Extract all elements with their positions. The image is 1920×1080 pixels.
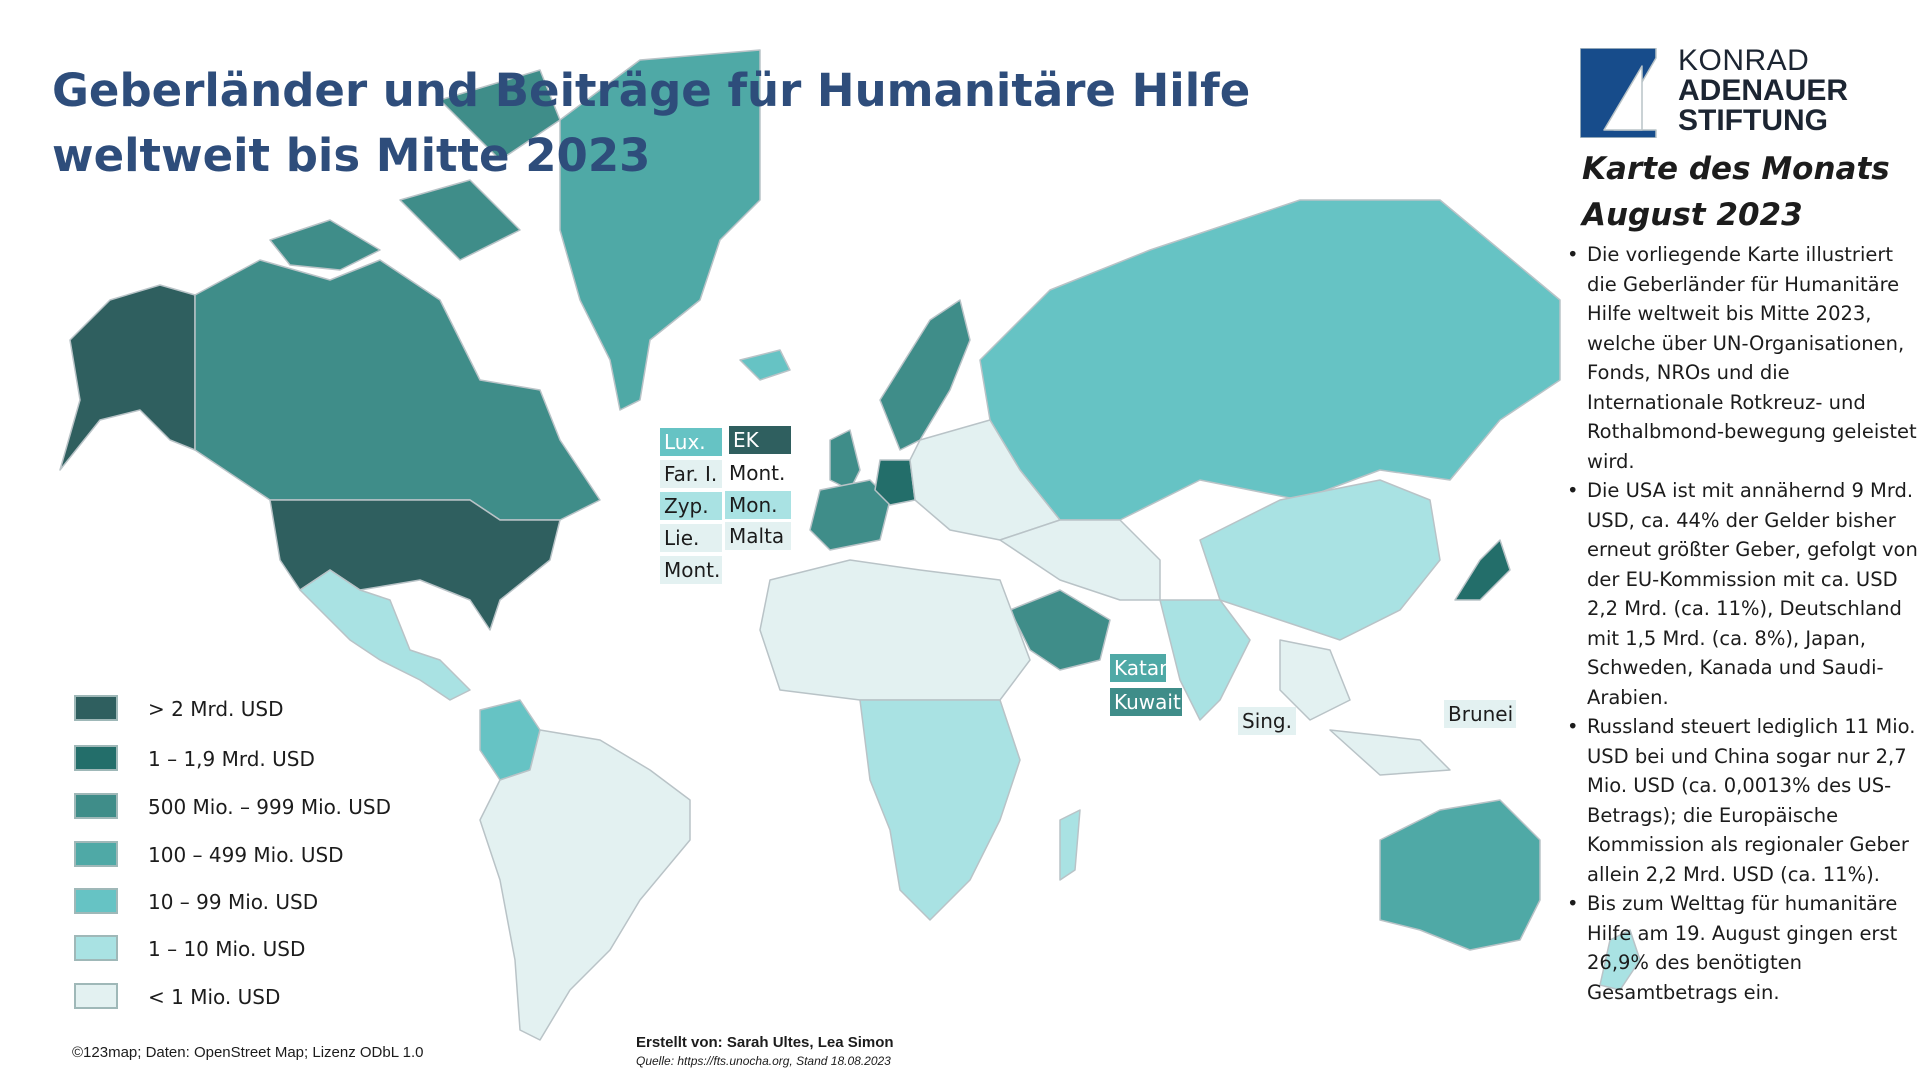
legend-label: 10 – 99 Mio. USD bbox=[148, 890, 319, 914]
small-state-label: Far. I. bbox=[660, 460, 722, 488]
region-west-europe bbox=[809, 479, 891, 551]
bullet-item: Die USA ist mit annähernd 9 Mrd. USD, ca… bbox=[1566, 476, 1920, 712]
series-line-2: August 2023 bbox=[1582, 197, 1803, 233]
legend-label: 1 – 10 Mio. USD bbox=[148, 937, 306, 961]
region-canada-islands bbox=[269, 69, 561, 271]
series-heading: Karte des Monats August 2023 bbox=[1582, 146, 1890, 238]
region-usa bbox=[269, 499, 561, 631]
region-australia bbox=[1379, 799, 1541, 951]
legend-swatch bbox=[74, 695, 118, 721]
region-mexico bbox=[299, 569, 471, 701]
region-middle-east bbox=[999, 519, 1161, 601]
region-saudi-arabia bbox=[1009, 589, 1111, 671]
legend-swatch bbox=[74, 888, 118, 914]
legend-swatch bbox=[74, 793, 118, 819]
small-state-label: Mont. bbox=[660, 556, 722, 584]
logo-text: KONRAD ADENAUER STIFTUNG bbox=[1678, 46, 1848, 136]
region-greenland bbox=[559, 49, 761, 411]
logo-line-2: ADENAUER bbox=[1678, 74, 1849, 107]
page-title: Geberländer und Beiträge für Humanitäre … bbox=[52, 58, 1250, 188]
region-southeast-asia bbox=[1279, 639, 1451, 776]
region-germany bbox=[874, 459, 916, 506]
region-scandinavia bbox=[879, 299, 971, 451]
small-state-label: Zyp. bbox=[660, 492, 722, 520]
legend-label: 1 – 1,9 Mrd. USD bbox=[148, 747, 315, 771]
region-south-america bbox=[479, 729, 691, 1041]
small-state-label: EK bbox=[729, 426, 791, 454]
author-credit: Erstellt von: Sarah Ultes, Lea Simon bbox=[636, 1034, 894, 1051]
info-bullets: Die vorliegende Karte illustriert die Ge… bbox=[1566, 240, 1920, 1007]
small-state-label: Mont. bbox=[725, 459, 793, 487]
region-madagascar bbox=[1059, 809, 1081, 881]
small-state-label: Malta bbox=[725, 522, 791, 550]
title-line-2: weltweit bis Mitte 2023 bbox=[52, 129, 651, 182]
region-africa-north bbox=[759, 559, 1031, 701]
logo-line-1: KONRAD bbox=[1678, 44, 1810, 77]
region-india bbox=[1159, 599, 1251, 721]
kas-logo-icon bbox=[1580, 48, 1657, 138]
bullet-item: Bis zum Welttag für humanitäre Hilfe am … bbox=[1566, 889, 1920, 1007]
region-uk bbox=[829, 429, 861, 491]
small-state-label: Lux. bbox=[660, 428, 722, 456]
logo-line-3: STIFTUNG bbox=[1678, 104, 1828, 137]
small-state-label: Lie. bbox=[660, 524, 722, 552]
small-state-label: Katar bbox=[1110, 654, 1167, 682]
legend-label: 500 Mio. – 999 Mio. USD bbox=[148, 795, 391, 819]
region-iceland bbox=[739, 349, 791, 381]
title-line-1: Geberländer und Beiträge für Humanitäre … bbox=[52, 64, 1251, 117]
legend-label: 100 – 499 Mio. USD bbox=[148, 843, 344, 867]
region-africa-central bbox=[859, 699, 1021, 921]
region-china bbox=[1199, 479, 1441, 641]
small-state-label: Brunei bbox=[1444, 700, 1516, 728]
small-state-label: Kuwait bbox=[1110, 688, 1182, 716]
region-japan bbox=[1454, 539, 1511, 601]
legend-swatch bbox=[74, 935, 118, 961]
bullet-item: Die vorliegende Karte illustriert die Ge… bbox=[1566, 240, 1920, 476]
legend-swatch bbox=[74, 745, 118, 771]
series-line-1: Karte des Monats bbox=[1582, 151, 1890, 187]
legend-swatch bbox=[74, 983, 118, 1009]
legend-swatch bbox=[74, 841, 118, 867]
small-state-label: Mon. bbox=[725, 491, 791, 519]
legend-label: > 2 Mrd. USD bbox=[148, 697, 284, 721]
region-canada bbox=[194, 259, 601, 521]
region-alaska bbox=[59, 284, 196, 471]
legend-label: < 1 Mio. USD bbox=[148, 985, 281, 1009]
source-credit: Quelle: https://fts.unocha.org, Stand 18… bbox=[636, 1054, 891, 1068]
region-russia bbox=[979, 199, 1561, 521]
bullet-item: Russland steuert lediglich 11 Mio. USD b… bbox=[1566, 712, 1920, 889]
small-state-label: Sing. bbox=[1238, 707, 1296, 735]
map-credit: ©123map; Daten: OpenStreet Map; Lizenz O… bbox=[72, 1044, 424, 1061]
